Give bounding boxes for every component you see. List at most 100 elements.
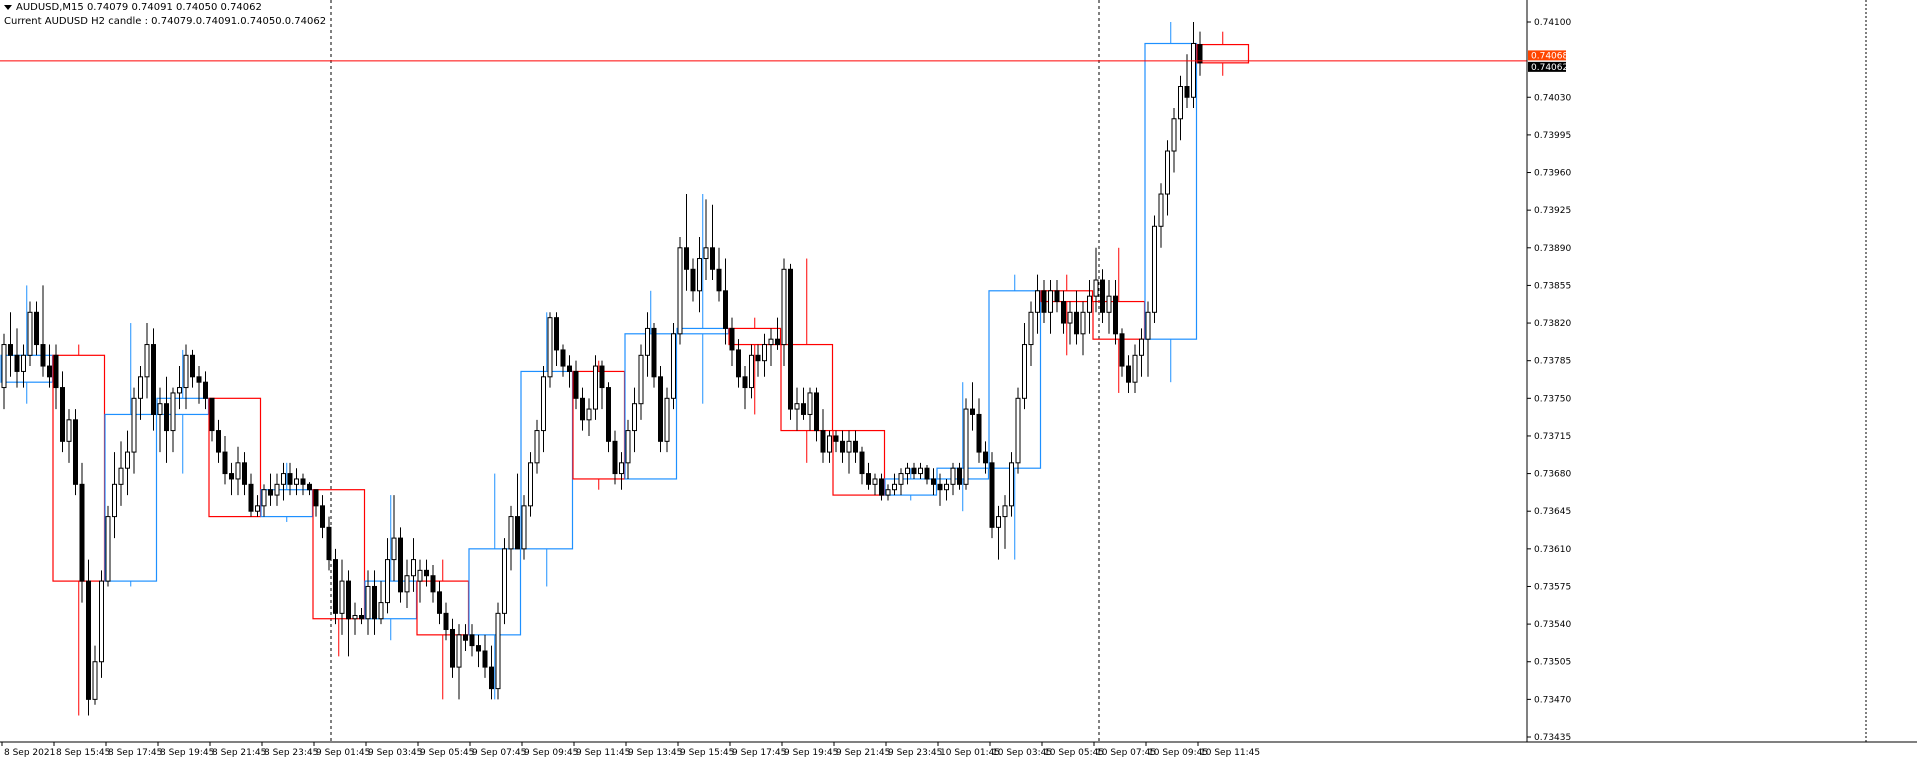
m15-candle-body	[755, 354, 761, 362]
m15-candle-body	[853, 440, 858, 453]
m15-candle-body	[443, 612, 449, 630]
m15-candle-body	[411, 559, 416, 577]
y-tick-label: 0.73925	[1534, 206, 1571, 216]
m15-candle-body	[996, 516, 1001, 528]
m15-candle-body	[820, 430, 826, 453]
m15-candle-body	[1191, 43, 1196, 98]
m15-candle-body	[749, 354, 754, 389]
m15-candle-body	[924, 467, 930, 480]
m15-candle-body	[827, 435, 832, 453]
collapse-triangle-icon[interactable]	[4, 4, 12, 10]
m15-candle-body	[859, 451, 865, 475]
m15-candle-body	[1145, 311, 1151, 340]
x-tick-label: 10 Sep 03:45	[992, 748, 1052, 758]
m15-candle-body	[437, 591, 442, 614]
m15-candle-body	[1035, 290, 1040, 313]
m15-candle-body	[1087, 295, 1092, 313]
m15-candle-body	[684, 247, 689, 270]
m15-candle-body	[781, 268, 787, 346]
bid-price-tag	[1528, 61, 1566, 72]
m15-candle-body	[1113, 295, 1118, 335]
m15-candle-body	[287, 473, 293, 485]
m15-candle-body	[333, 559, 338, 614]
m15-candle-body	[92, 661, 98, 700]
m15-candle-body	[1165, 150, 1170, 195]
h2-candle-info-line: Current AUDUSD H2 candle : 0.74079.0.740…	[4, 16, 327, 27]
h2-candle-box	[1196, 43, 1250, 64]
m15-candle-body	[807, 392, 813, 415]
m15-candle-body	[53, 354, 59, 389]
m15-candle-body	[957, 467, 962, 485]
m15-candle-body	[352, 615, 358, 620]
h2-candle-box	[1144, 42, 1198, 340]
h2-candle-boxes	[0, 22, 1250, 716]
m15-candle-body	[222, 451, 228, 475]
m15-candle-body	[1074, 311, 1079, 335]
m15-candle-body	[346, 580, 351, 620]
m15-candle-body	[86, 580, 91, 700]
m15-candle-body	[976, 413, 982, 453]
m15-candle-body	[1171, 118, 1177, 152]
m15-candle-body	[190, 354, 195, 378]
m15-candle-body	[404, 575, 410, 593]
m15-candle-body	[814, 392, 819, 432]
m15-candle-body	[255, 505, 260, 512]
x-tick-label: 9 Sep 19:45	[784, 748, 838, 758]
m15-candle-body	[1048, 290, 1053, 313]
m15-candle-body	[320, 505, 325, 528]
m15-candle-body	[963, 408, 969, 485]
ask-price-tag	[1528, 50, 1566, 61]
m15-candle-body	[1093, 279, 1099, 297]
x-tick-label: 9 Sep 15:45	[680, 748, 734, 758]
h2-candle-box	[416, 580, 470, 636]
m15-candle-body	[1152, 225, 1157, 313]
m15-candle-body	[612, 440, 618, 475]
m15-candle-body	[476, 645, 481, 652]
m15-candle-body	[502, 548, 507, 614]
h2-candle-box	[208, 397, 262, 518]
m15-candle-body	[372, 585, 377, 620]
y-tick-label: 0.73505	[1534, 658, 1571, 668]
m15-candle-body	[625, 430, 631, 464]
m15-candle-body	[300, 478, 306, 485]
m15-candle-body	[21, 354, 26, 372]
m15-candle-body	[1009, 462, 1014, 507]
m15-candle-body	[541, 376, 546, 432]
m15-candle-body	[1119, 333, 1125, 367]
m15-candle-body	[651, 327, 657, 378]
m15-candle-body	[40, 344, 46, 367]
m15-candle-body	[632, 403, 637, 432]
m15-candle-body	[8, 344, 13, 356]
m15-candle-body	[261, 489, 267, 507]
y-tick-label: 0.74100	[1534, 18, 1571, 28]
m15-candle-body	[66, 419, 72, 442]
m15-candle-body	[391, 537, 397, 561]
time-axis: 8 Sep 2021 8 Sep 15:458 Sep 17:458 Sep 19…	[0, 741, 1917, 758]
m15-candle-body	[268, 489, 273, 496]
m15-candle-body	[417, 569, 423, 582]
m15-candle-body	[1126, 365, 1131, 383]
x-tick-label: 8 Sep 2021	[4, 748, 55, 758]
m15-candle-body	[547, 317, 553, 378]
m15-candle-body	[495, 612, 501, 690]
y-tick-label: 0.73435	[1534, 733, 1571, 743]
y-tick-label: 0.73680	[1534, 470, 1571, 480]
m15-candle-body	[105, 516, 111, 582]
x-tick-label: 10 Sep 07:45	[1096, 748, 1156, 758]
m15-candle-body	[801, 403, 806, 415]
y-tick-label: 0.73820	[1534, 319, 1571, 329]
m15-candle-body	[14, 354, 20, 372]
h2-candle-box	[676, 327, 730, 335]
m15-candle-body	[99, 580, 104, 663]
m15-candle-body	[326, 526, 332, 561]
m15-candle-body	[1178, 86, 1183, 120]
m15-candle-body	[138, 376, 143, 399]
m15-candle-body	[1158, 193, 1164, 227]
m15-candle-body	[918, 467, 923, 475]
x-tick-label: 8 Sep 19:45	[160, 748, 214, 758]
m15-candle-body	[885, 489, 891, 496]
m15-candle-body	[1061, 301, 1066, 324]
m15-candle-body	[879, 478, 884, 496]
